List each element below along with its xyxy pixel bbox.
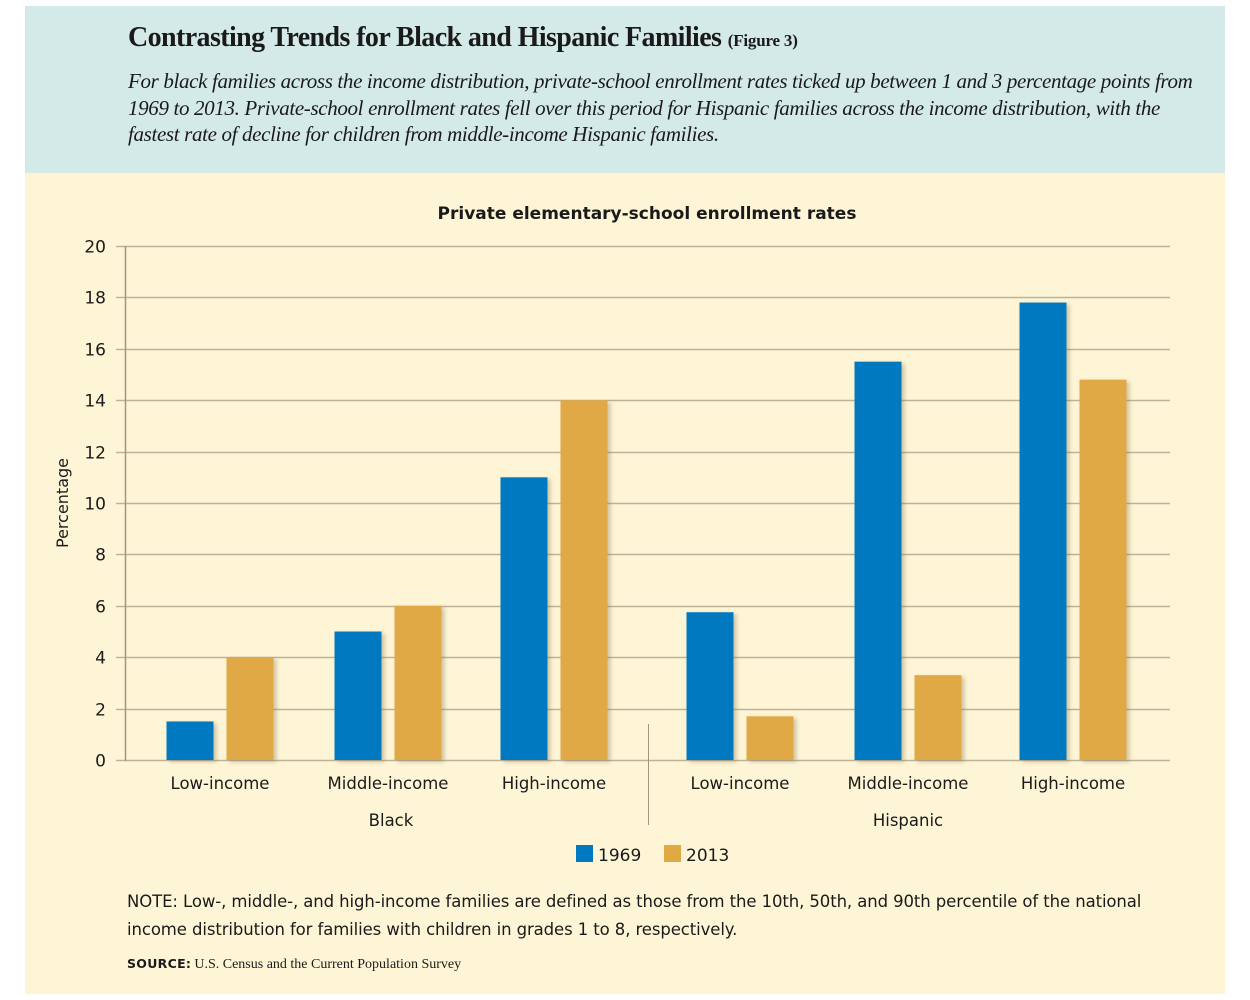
legend-swatch-2013 — [664, 845, 681, 862]
header-panel — [25, 6, 1225, 173]
legend-swatch-1969 — [576, 845, 593, 862]
x-tick-label: High-income — [502, 774, 606, 793]
y-tick-label: 10 — [84, 495, 106, 515]
x-tick-label: Middle-income — [328, 774, 449, 793]
y-tick-label: 2 — [95, 701, 106, 721]
bar-1969-hispanic-low-income — [686, 612, 734, 760]
y-tick-label: 4 — [95, 649, 106, 669]
group-labels: Black Hispanic — [369, 811, 943, 830]
bar-1969-black-middle-income — [334, 631, 382, 760]
y-tick-label: 8 — [95, 546, 106, 566]
bar-1969-hispanic-high-income — [1019, 302, 1067, 760]
y-tick-label: 14 — [84, 392, 106, 412]
y-tick-label: 20 — [84, 238, 106, 258]
y-axis-ticks: 0 2 4 6 8 10 12 14 16 18 20 — [84, 238, 106, 772]
x-axis-labels: Low-income Middle-income High-income Low-in… — [171, 774, 1126, 793]
y-tick-label: 18 — [84, 289, 106, 309]
legend-label: 2013 — [686, 846, 729, 866]
x-tick-label: High-income — [1021, 774, 1125, 793]
figure-title: Contrasting Trends for Black and Hispani… — [128, 22, 798, 54]
bar-2013-black-high-income — [560, 400, 608, 760]
x-tick-label: Low-income — [171, 774, 270, 793]
bar-2013-black-low-income — [226, 657, 274, 760]
bar-2013-black-middle-income — [394, 605, 442, 760]
legend-label: 1969 — [598, 846, 641, 866]
source-text: U.S. Census and the Current Population S… — [194, 957, 462, 972]
source-line: SOURCE: U.S. Census and the Current Popu… — [127, 956, 461, 973]
x-tick-label: Middle-income — [848, 774, 969, 793]
bar-1969-black-low-income — [166, 721, 214, 760]
group-label: Black — [369, 811, 414, 830]
y-axis-label: Percentage — [53, 458, 72, 548]
bar-2013-hispanic-high-income — [1079, 379, 1127, 760]
group-label: Hispanic — [873, 811, 943, 830]
bar-2013-hispanic-middle-income — [914, 675, 962, 760]
gridlines — [116, 245, 1170, 762]
y-tick-label: 12 — [84, 444, 106, 464]
bars — [166, 302, 1127, 760]
legend: 1969 2013 — [576, 845, 729, 866]
figure-number: (Figure 3) — [727, 31, 798, 50]
chart-title: Private elementary-school enrollment rat… — [438, 204, 857, 224]
y-tick-label: 0 — [95, 752, 106, 772]
x-tick-label: Low-income — [691, 774, 790, 793]
bar-1969-hispanic-middle-income — [854, 361, 902, 760]
figure-subtitle: For black families across the income dis… — [128, 69, 1193, 146]
bar-1969-black-high-income — [500, 477, 548, 760]
bar-2013-hispanic-low-income — [746, 716, 794, 760]
y-tick-label: 6 — [95, 598, 106, 618]
figure-title-text: Contrasting Trends for Black and Hispani… — [128, 22, 722, 53]
footnote: NOTE: Low-, middle-, and high-income fam… — [127, 892, 1142, 939]
source-label: SOURCE: — [127, 956, 192, 971]
y-tick-label: 16 — [84, 341, 106, 361]
